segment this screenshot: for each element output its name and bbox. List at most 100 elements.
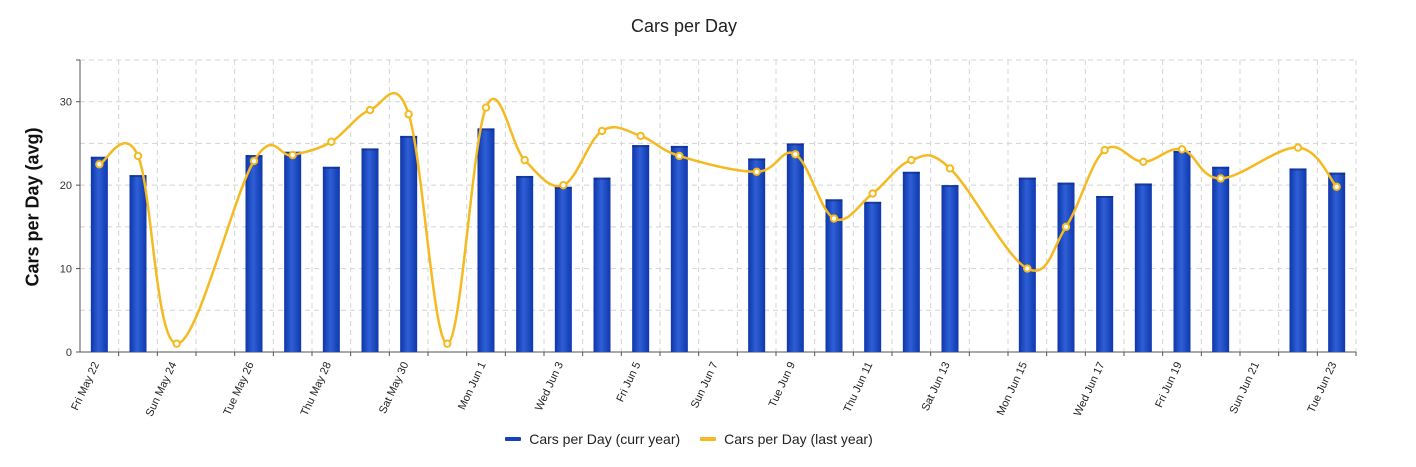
x-tick-label: Sun May 24 (144, 360, 180, 418)
point-last-year (1023, 264, 1032, 273)
point-last-year (1177, 145, 1187, 154)
x-tick-label: Fri Jun 19 (1153, 360, 1185, 409)
x-tick-label: Wed Jun 17 (1072, 360, 1108, 418)
x-tick-label: Wed Jun 3 (533, 360, 566, 413)
bar-cap (477, 128, 495, 131)
bar-curr-year (941, 185, 959, 352)
bar-cap (825, 199, 843, 202)
bar-cap (516, 175, 534, 178)
bar-curr-year (477, 128, 495, 352)
bar-cap (748, 158, 766, 161)
point-last-year (404, 110, 413, 119)
bar-curr-year (284, 151, 302, 352)
bar-curr-year (825, 199, 843, 352)
bar-cap (322, 166, 340, 169)
bar-curr-year (1057, 182, 1075, 352)
bar-curr-year (593, 177, 611, 352)
point-last-year (133, 151, 143, 161)
bar-curr-year (129, 175, 147, 352)
legend-swatch-curr-year (505, 437, 522, 441)
bar-curr-year (1173, 150, 1191, 352)
bar-cap (1134, 183, 1152, 186)
bar-curr-year (361, 148, 379, 352)
point-last-year (752, 167, 761, 176)
point-last-year (1061, 222, 1071, 232)
bar-curr-year (1328, 172, 1346, 352)
x-tick-label: Tue Jun 23 (1305, 360, 1339, 415)
point-last-year (288, 150, 297, 160)
series-line-last-year (98, 91, 1338, 345)
bar-curr-year (670, 145, 688, 352)
point-last-year (249, 156, 259, 166)
bar-cap (1057, 182, 1075, 185)
point-last-year (636, 131, 645, 141)
bar-curr-year (902, 171, 920, 352)
bar-cap (786, 143, 804, 146)
bar-cap (1212, 166, 1230, 169)
point-last-year (945, 164, 955, 173)
bar-cap (361, 148, 379, 151)
point-last-year (907, 155, 916, 165)
point-last-year (597, 126, 607, 136)
point-last-year (365, 105, 375, 115)
point-last-year (172, 339, 181, 348)
bar-cap (1018, 177, 1036, 180)
x-tick-label: Mon Jun 15 (995, 360, 1030, 417)
x-tick-label: Sat Jun 13 (920, 360, 953, 413)
x-tick-label: Thu May 28 (299, 360, 334, 418)
point-last-year (1293, 143, 1303, 152)
x-tick-label: Tue Jun 9 (767, 360, 798, 409)
bar-cap (941, 185, 959, 188)
bar-curr-year (1212, 166, 1230, 352)
x-tick-label: Sat May 30 (377, 360, 411, 415)
bar-cap (1096, 195, 1114, 198)
bar-cap (670, 145, 688, 148)
y-tick-label: 0 (66, 347, 72, 359)
bar-cap (632, 145, 650, 148)
x-tick-label: Mon Jun 1 (456, 360, 489, 412)
point-last-year (1100, 145, 1109, 155)
legend-swatch-last-year (700, 437, 717, 441)
legend-item-last-year[interactable]: Cars per Day (last year) (700, 431, 873, 447)
point-last-year (829, 214, 839, 223)
point-last-year (327, 137, 336, 146)
x-tick-label: Fri Jun 5 (614, 360, 643, 404)
y-tick-label: 10 (60, 264, 72, 276)
bar-cap (90, 156, 108, 159)
x-tick-label: Fri May 22 (69, 360, 102, 412)
bar-curr-year (786, 143, 804, 352)
bar-cap (400, 135, 418, 138)
bar-cap (1289, 168, 1307, 171)
bar-cap (902, 171, 920, 174)
y-tick-label: 30 (60, 97, 72, 109)
bar-cap (593, 177, 611, 180)
x-tick-label: Thu Jun 11 (842, 360, 876, 414)
bar-curr-year (516, 175, 534, 352)
bar-curr-year (864, 201, 882, 352)
bar-cap (1328, 172, 1346, 175)
point-last-year (443, 339, 452, 348)
bar-curr-year (1096, 195, 1114, 352)
chart-title: Cars per Day (630, 16, 738, 36)
legend: Cars per Day (curr year) Cars per Day (l… (0, 431, 1378, 447)
legend-item-curr-year[interactable]: Cars per Day (curr year) (505, 431, 680, 447)
y-tick-label: 20 (60, 180, 72, 192)
bar-curr-year (554, 186, 572, 352)
point-last-year (481, 103, 491, 112)
legend-label-curr-year: Cars per Day (curr year) (529, 431, 681, 447)
bar-curr-year (748, 158, 766, 352)
bar-curr-year (400, 135, 418, 352)
bar-cap (245, 155, 263, 158)
point-last-year (791, 150, 800, 159)
bar-curr-year (90, 156, 108, 352)
bar-curr-year (632, 145, 650, 352)
point-last-year (868, 189, 877, 198)
point-last-year (520, 155, 529, 165)
bar-curr-year (1289, 168, 1307, 352)
legend-label-last-year: Cars per Day (last year) (724, 431, 873, 447)
bar-cap (129, 175, 147, 178)
point-last-year (675, 151, 684, 161)
bar-cap (864, 201, 882, 204)
